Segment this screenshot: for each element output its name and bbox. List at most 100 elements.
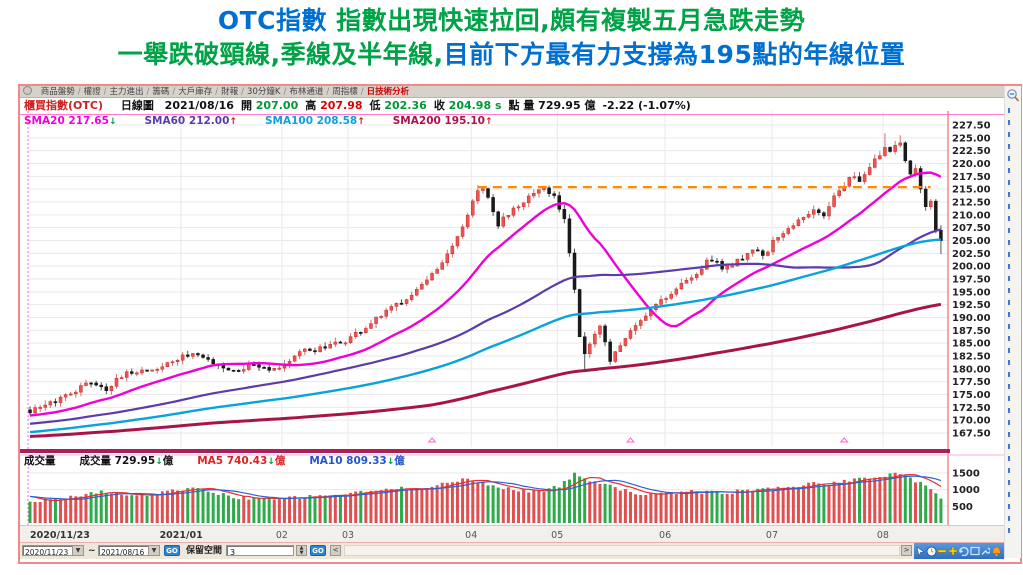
date-to-value: 2021/08/16: [101, 548, 145, 557]
tab-bar-menu-icon[interactable]: [23, 86, 32, 95]
undo-icon[interactable]: [958, 546, 969, 556]
quote-token-0: 日線圖: [120, 99, 158, 112]
sma-legend-bar: SMA20 217.65↓ SMA60 212.00↑ SMA100 208.58↑…: [20, 114, 1004, 127]
svg-text:212.50: 212.50: [952, 198, 991, 209]
x-axis-label: 08: [877, 530, 889, 541]
svg-text:202.50: 202.50: [952, 249, 991, 260]
tab-separator: /: [241, 87, 245, 97]
svg-text:170.00: 170.00: [952, 416, 991, 427]
svg-text:205.00: 205.00: [952, 236, 991, 247]
page-title: OTC指數 指數出現快速拉回,頗有複製五月急跌走勢 一舉跌破頸線,季線及半年線,…: [0, 4, 1023, 72]
bottom-toolbar: 2020/11/23 ▼ ~ 2021/08/16 ▼ GO 保留空間 3 ▲ ▼ G…: [20, 542, 1004, 559]
svg-text:182.50: 182.50: [952, 352, 991, 363]
svg-text:190.00: 190.00: [952, 313, 991, 324]
quote-token-7: -2.22 (-1.07%): [602, 99, 691, 112]
zoom-out-icon[interactable]: [937, 546, 947, 556]
sma-legend-sma60: SMA60 212.00↑: [144, 115, 237, 127]
quote-token-1: 2021/08/16: [164, 99, 234, 112]
svg-text:175.00: 175.00: [952, 390, 991, 401]
go-button-2[interactable]: GO: [310, 545, 326, 556]
date-from-dropdown[interactable]: 2020/11/23 ▼: [22, 545, 84, 557]
tab-10[interactable]: 日技術分析: [366, 87, 410, 97]
pane-splitter: [20, 449, 950, 453]
volume-legend-bar: 成交量 成交量 729.95↓億 MA5 740.43↓億 MA10 809.33↓億: [20, 455, 950, 468]
gutter-dotted-scrollbar[interactable]: [1008, 108, 1010, 538]
title-line2-green: 一舉跌破頸線,季線及半年線,: [117, 40, 444, 69]
volume-bars: [28, 472, 943, 523]
svg-text:217.50: 217.50: [952, 172, 991, 183]
date-from-value: 2020/11/23: [25, 548, 69, 557]
tab-separator: /: [146, 87, 150, 97]
title-line-2: 一舉跌破頸線,季線及半年線,目前下方最有力支撐為195點的年線位置: [0, 38, 1023, 72]
scroll-left-button[interactable]: <: [330, 545, 341, 556]
tab-separator: /: [283, 87, 287, 97]
horizontal-scrollbar-track[interactable]: [344, 545, 900, 556]
title-line1-green: 指數出現快速拉回,頗有複製五月急跌走勢: [326, 6, 806, 35]
sma-line-60: [29, 228, 942, 425]
chart-tools-iconbar: [914, 543, 1004, 559]
go-button-1[interactable]: GO: [164, 545, 180, 556]
x-axis-label: 06: [659, 530, 671, 541]
scroll-right-button[interactable]: >: [901, 545, 912, 556]
date-to-dropdown-arrow-icon[interactable]: ▼: [148, 546, 159, 555]
alert-bell-icon[interactable]: [991, 546, 1002, 557]
tab-9[interactable]: 周指標: [332, 87, 358, 97]
date-to-dropdown[interactable]: 2021/08/16 ▼: [98, 545, 160, 557]
keep-space-field[interactable]: 3: [226, 545, 294, 557]
tab-separator: /: [172, 87, 176, 97]
x-axis-label: 2020/11/23: [30, 530, 90, 541]
zoom-in-icon[interactable]: [948, 546, 958, 556]
clock-icon[interactable]: [926, 546, 937, 557]
tab-7[interactable]: 30分鐘K: [247, 87, 281, 97]
volume-pane-label: 成交量: [24, 455, 56, 467]
right-gutter: [1004, 86, 1021, 558]
magnifier-zoom-out-icon[interactable]: [1006, 88, 1020, 103]
tab-6[interactable]: 財報: [221, 87, 239, 97]
tab-5[interactable]: 大戶庫存: [178, 87, 213, 97]
svg-text:185.00: 185.00: [952, 339, 991, 350]
svg-text:222.50: 222.50: [952, 146, 991, 157]
tab-4[interactable]: 籌碼: [152, 87, 170, 97]
tab-1[interactable]: 商品盤勢: [40, 87, 75, 97]
cursor-icon[interactable]: [916, 545, 926, 557]
window-frame-icon[interactable]: [970, 546, 980, 556]
svg-text:1000: 1000: [952, 485, 980, 496]
x-axis-label: 2021/01: [160, 530, 203, 541]
tab-separator: /: [103, 87, 107, 97]
volume-token-1: MA5 740.43↓億: [197, 455, 286, 467]
sma-legend-sma20: SMA20 217.65↓: [24, 115, 117, 127]
sma-line-20: [29, 171, 942, 417]
tab-8[interactable]: 布林通道: [289, 87, 324, 97]
tab-3[interactable]: 主力進出: [109, 87, 144, 97]
x-axis-label: 03: [342, 530, 354, 541]
svg-text:195.00: 195.00: [952, 287, 991, 298]
svg-text:227.50: 227.50: [952, 121, 991, 132]
candlesticks: [28, 133, 943, 416]
tab-separator: /: [215, 87, 219, 97]
svg-text:192.50: 192.50: [952, 300, 991, 311]
sma-legend-sma200: SMA200 195.10↑: [392, 115, 493, 127]
volume-token-0: 成交量 729.95↓億: [79, 455, 174, 467]
svg-text:172.50: 172.50: [952, 403, 991, 414]
sma-line-200: [29, 302, 942, 438]
svg-text:1500: 1500: [952, 468, 980, 479]
tab-2[interactable]: 權證: [83, 87, 101, 97]
wrench-icon[interactable]: [980, 546, 991, 556]
keep-space-spinner[interactable]: ▲ ▼: [296, 545, 307, 556]
svg-text:207.50: 207.50: [952, 223, 991, 234]
keep-space-label: 保留空間: [186, 546, 223, 556]
date-from-dropdown-arrow-icon[interactable]: ▼: [72, 546, 83, 555]
title-line-1: OTC指數 指數出現快速拉回,頗有複製五月急跌走勢: [0, 4, 1023, 38]
quote-token-6: 點 量 729.95 億: [508, 99, 596, 112]
title-line2-blue: 目前下方最有力支撐為195點的年線位置: [443, 40, 906, 69]
quote-token-5: 收 204.98 s: [433, 99, 502, 112]
x-axis-label: 05: [551, 530, 563, 541]
chart-app-window: 商品盤勢 / 權證 / 主力進出 / 籌碼 / 大戶庫存 / 財報/30分鐘K / 布林通道 / 周指標 / 日…: [18, 84, 1022, 564]
tab-separator: /: [326, 87, 330, 97]
svg-text:225.00: 225.00: [952, 133, 991, 144]
volume-token-2: MA10 809.33↓億: [309, 455, 405, 467]
tab-separator: /: [77, 87, 81, 97]
date-range-tilde: ~: [88, 546, 96, 556]
